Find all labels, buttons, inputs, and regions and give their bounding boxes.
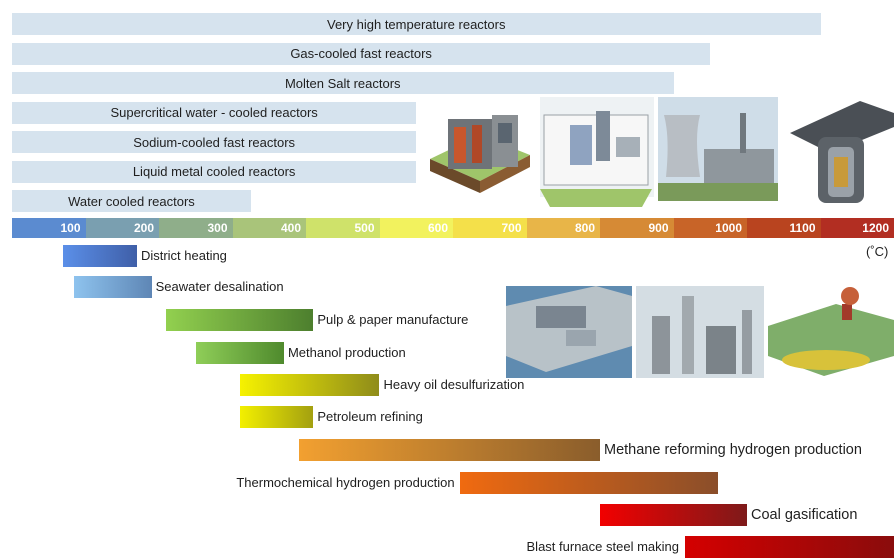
application-bar [600, 504, 747, 526]
scale-tick-800: 800 [527, 218, 601, 238]
scale-tick-700: 700 [453, 218, 527, 238]
application-label: Petroleum refining [317, 406, 423, 428]
application-pictures [506, 286, 894, 378]
reactor-bar: Liquid metal cooled reactors [12, 161, 416, 183]
scale-tick-100: 100 [12, 218, 86, 238]
scale-tick-200: 200 [86, 218, 160, 238]
scale-tick-400: 400 [233, 218, 307, 238]
application-label: Heavy oil desulfurization [384, 374, 525, 396]
refinery-illustration [636, 286, 764, 378]
reactor-bar: Molten Salt reactors [12, 72, 674, 94]
reactor-bar: Gas-cooled fast reactors [12, 43, 710, 65]
scale-tick-900: 900 [600, 218, 674, 238]
application-label: Methane reforming hydrogen production [604, 439, 862, 461]
reactor-pictures [420, 97, 894, 210]
scale-tick-1100: 1100 [747, 218, 821, 238]
reactor-bar: Sodium-cooled fast reactors [12, 131, 416, 153]
reactor-plant-illustrations [420, 97, 894, 210]
reactor-bar: Supercritical water - cooled reactors [12, 102, 416, 124]
reactor-bar: Very high temperature reactors [12, 13, 821, 35]
application-bar [240, 374, 380, 396]
reactor-bar: Water cooled reactors [12, 190, 251, 212]
application-label: Thermochemical hydrogen production [236, 472, 454, 494]
reactor-plant-illustration-4 [780, 97, 894, 210]
application-bar [240, 406, 314, 428]
desalination-plant-illustration [506, 286, 632, 378]
reactor-plant-illustration-3 [658, 97, 778, 201]
application-bar [63, 245, 137, 267]
application-bar [74, 276, 151, 298]
scale-tick-1200: 1200 [821, 218, 894, 238]
reactor-plant-illustration-1 [430, 115, 530, 193]
scale-tick-300: 300 [159, 218, 233, 238]
temperature-unit-label: (˚C) [866, 244, 888, 259]
application-bar [196, 342, 284, 364]
application-bar [299, 439, 600, 461]
application-bar [166, 309, 313, 331]
application-label: Coal gasification [751, 504, 857, 526]
scale-tick-1000: 1000 [674, 218, 748, 238]
application-label: Pulp & paper manufacture [317, 309, 468, 331]
application-plant-illustrations [506, 286, 894, 378]
coal-gasification-illustration [768, 286, 894, 378]
reactor-plant-illustration-2 [540, 97, 654, 207]
application-label: Seawater desalination [156, 276, 284, 298]
application-label: District heating [141, 245, 227, 267]
application-bar [460, 472, 717, 494]
scale-tick-600: 600 [380, 218, 454, 238]
scale-tick-500: 500 [306, 218, 380, 238]
application-label: Methanol production [288, 342, 406, 364]
